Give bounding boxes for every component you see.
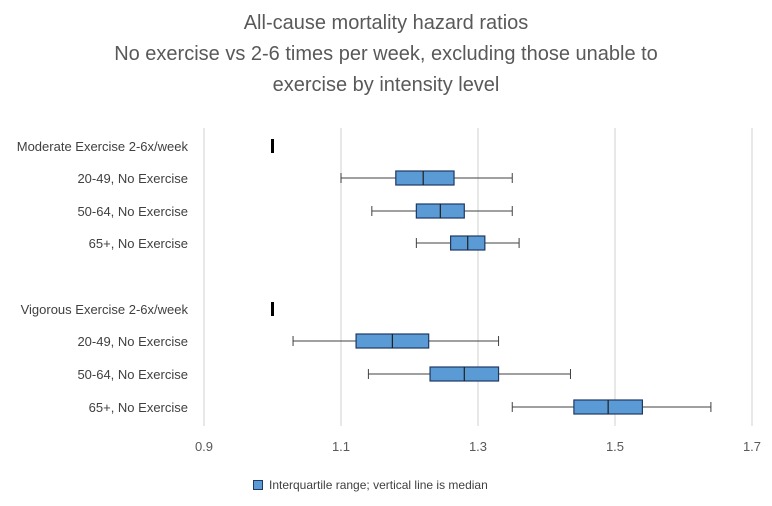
chart-subtitle-line-2: exercise by intensity level [272,74,500,96]
x-tick-label: 0.9 [195,439,213,454]
chart-title: All-cause mortality hazard ratios [243,12,529,34]
category-label: Vigorous Exercise 2-6x/week [21,302,189,317]
x-tick-label: 1.3 [469,439,487,454]
x-tick-label: 1.5 [606,439,624,454]
chart-subtitle-line-1: No exercise vs 2-6 times per week, exclu… [114,43,658,65]
legend: Interquartile range; vertical line is me… [253,476,488,494]
category-label: 65+, No Exercise [89,236,188,251]
category-label: Moderate Exercise 2-6x/week [17,139,189,154]
x-tick-label: 1.7 [743,439,761,454]
category-label: 20-49, No Exercise [77,334,188,349]
category-label: 20-49, No Exercise [77,171,188,186]
legend-label: Interquartile range; vertical line is me… [269,478,488,492]
x-tick-label: 1.1 [332,439,350,454]
legend-swatch [253,480,263,490]
category-label: 65+, No Exercise [89,400,188,415]
category-label: 50-64, No Exercise [77,367,188,382]
chart-title-block: All-cause mortality hazard ratios No exe… [0,8,772,101]
category-label: 50-64, No Exercise [77,204,188,219]
iqr-box [395,170,455,186]
